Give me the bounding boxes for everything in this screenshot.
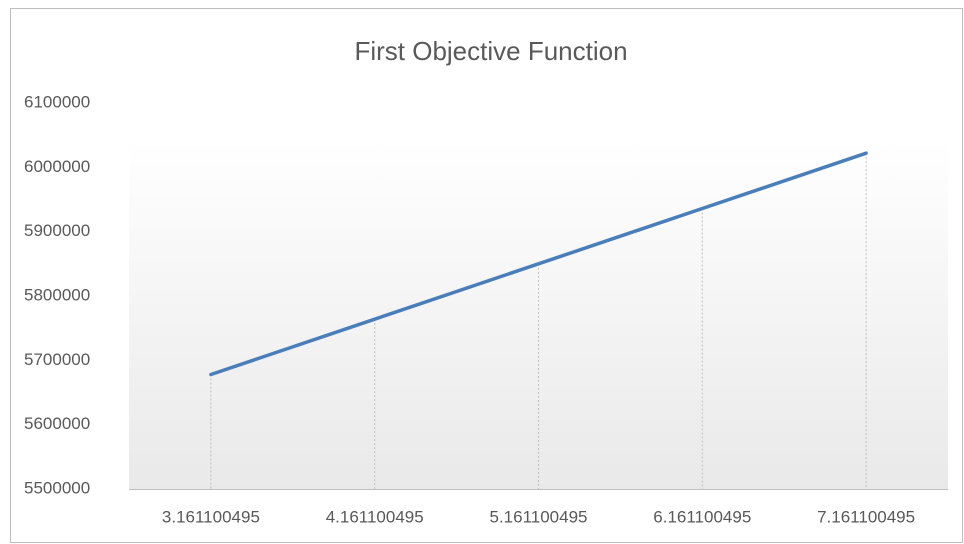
y-tick-label: 6000000	[24, 157, 90, 176]
y-tick-label: 5900000	[24, 221, 90, 240]
chart-title: First Objective Function	[354, 36, 627, 66]
x-tick-label: 5.161100495	[489, 507, 587, 526]
plot-area	[129, 140, 948, 489]
data-line	[209, 151, 868, 377]
x-tick-label: 7.161100495	[817, 507, 915, 526]
y-tick-label: 6100000	[24, 92, 90, 111]
y-tick-label: 5500000	[24, 478, 90, 497]
x-tick-label: 3.161100495	[162, 507, 260, 526]
y-tick-label: 5700000	[24, 350, 90, 369]
y-tick-label: 5800000	[24, 285, 90, 304]
x-tick-label: 6.161100495	[653, 507, 751, 526]
y-tick-label: 5600000	[24, 414, 90, 433]
x-tick-label: 4.161100495	[326, 507, 424, 526]
